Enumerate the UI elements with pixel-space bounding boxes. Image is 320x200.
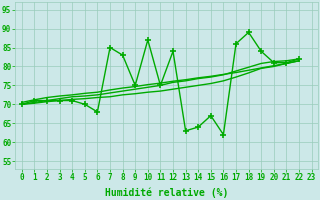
X-axis label: Humidité relative (%): Humidité relative (%) <box>105 187 228 198</box>
